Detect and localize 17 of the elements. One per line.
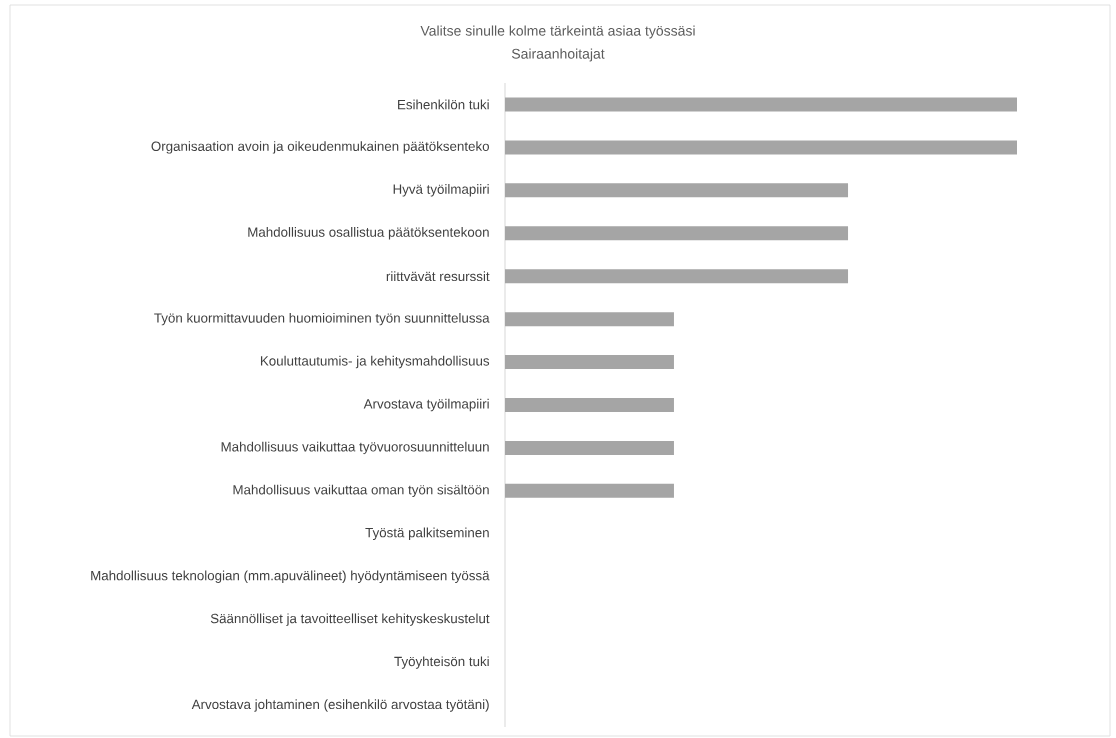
y-tick-label: Työn kuormittavuuden huomioiminen työn suunnittelussa xyxy=(154,312,490,326)
y-tick-label: Hyvä työilmapiiri xyxy=(393,184,489,197)
y-tick-label: riittvävät resurssit xyxy=(386,271,490,282)
y-tick-label: Säännölliset ja tavoitteelliset kehityskeskustelut xyxy=(210,613,490,626)
y-tick-label: Arvostava työilmapiiri xyxy=(363,398,489,412)
y-tick-label: Organisaation avoin ja oikeudenmukainen päätöksenteko xyxy=(151,141,489,154)
y-tick-label: Esihenkilön tuki xyxy=(398,99,489,110)
y-tick-label: Kouluttautumis- ja kehitysmahdollisuus xyxy=(260,355,490,369)
y-tick-label: Mahdollisuus vaikuttaa oman työn sisältöön xyxy=(233,484,489,498)
y-tick-label: Mahdollisuus vaikuttaa työvuorosuunnitteluun xyxy=(221,441,489,455)
y-tick-label: Mahdollisuus teknologian (mm.apuvälineet) hyödyntämiseen työssä xyxy=(91,570,490,583)
y-tick-label: Arvostava johtaminen (esihenkilö arvostaa työtäni) xyxy=(191,699,489,712)
y-tick-label: Mahdollisuus osallistua päätöksentekoon xyxy=(248,227,489,240)
chart-title: Valitse sinulle kolme tärkeintä asiaa työssäsi xyxy=(420,25,695,39)
y-tick-label: Työstä palkitseminen xyxy=(365,527,489,541)
y-tick-label: Työyhteisön tuki xyxy=(394,656,489,669)
chart-subtitle: Sairaanhoitajat xyxy=(511,48,605,62)
